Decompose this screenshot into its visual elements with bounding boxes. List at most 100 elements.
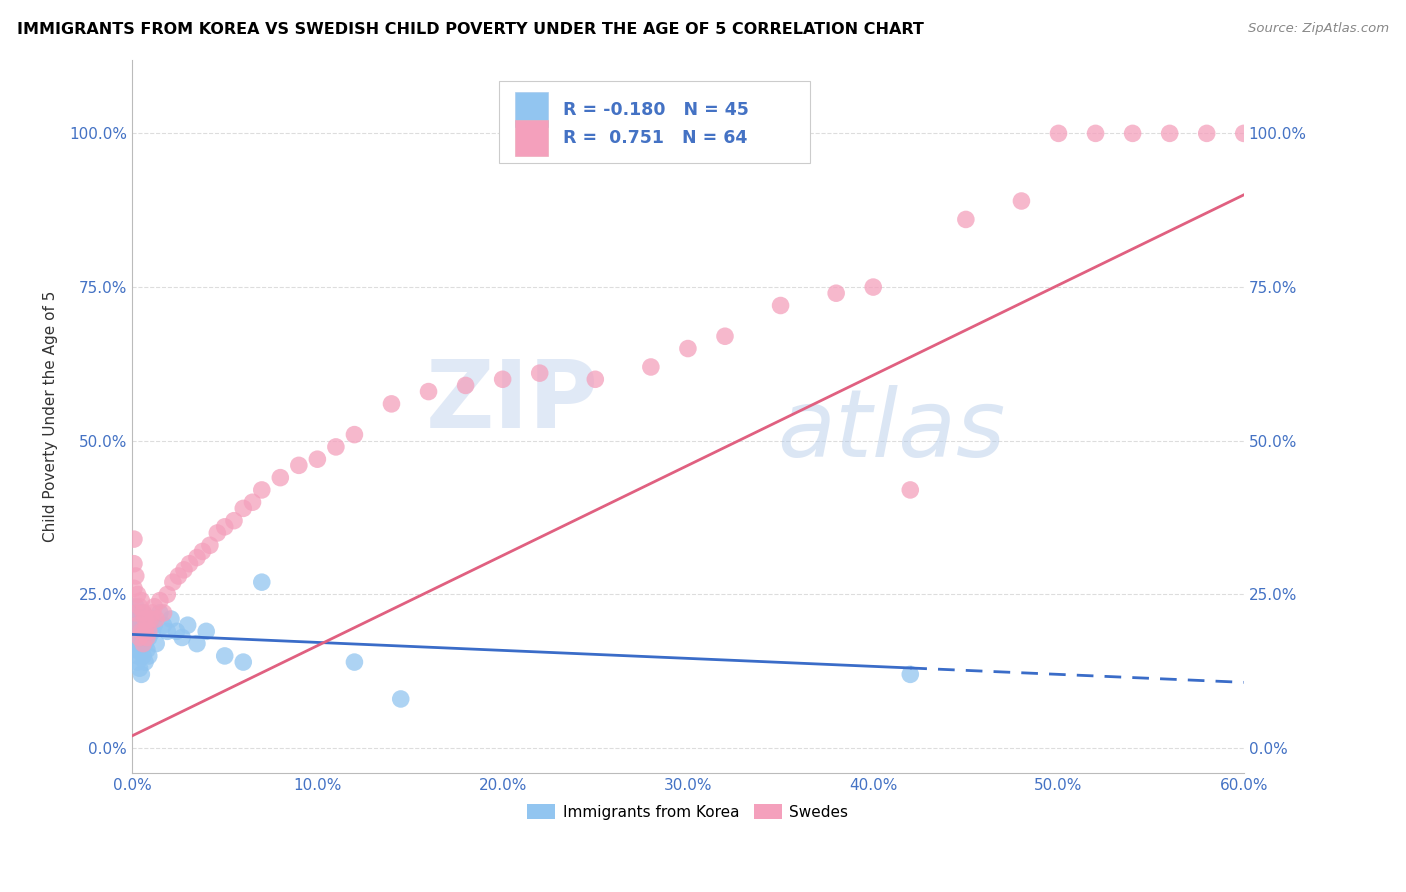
Point (138, 648, 160, 663)
Point (250, 575, 273, 590)
Text: IMMIGRANTS FROM KOREA VS SWEDISH CHILD POVERTY UNDER THE AGE OF 5 CORRELATION CH: IMMIGRANTS FROM KOREA VS SWEDISH CHILD P… (17, 22, 924, 37)
Point (418, 384, 440, 399)
Point (1010, 194, 1032, 208)
Point (143, 599, 166, 614)
Point (128, 642, 150, 657)
Point (380, 397, 402, 411)
Point (172, 631, 194, 645)
Point (128, 624, 150, 639)
Point (122, 606, 145, 620)
Point (676, 342, 699, 356)
Point (131, 593, 153, 607)
Point (125, 612, 148, 626)
Point (138, 624, 160, 639)
Point (145, 612, 167, 626)
Point (132, 631, 155, 645)
Point (162, 575, 184, 590)
Text: atlas: atlas (778, 385, 1005, 476)
Point (167, 569, 190, 583)
Point (127, 587, 149, 601)
Point (160, 612, 183, 626)
Point (1233, 127, 1256, 141)
Point (207, 526, 229, 541)
Point (127, 618, 149, 632)
Point (325, 440, 347, 454)
Point (156, 587, 179, 601)
Point (134, 655, 156, 669)
Legend: Immigrants from Korea, Swedes: Immigrants from Korea, Swedes (522, 797, 855, 826)
Point (214, 648, 236, 663)
Point (132, 637, 155, 651)
Text: Source: ZipAtlas.com: Source: ZipAtlas.com (1249, 22, 1389, 36)
Point (145, 637, 167, 651)
Point (179, 557, 201, 571)
Point (389, 692, 412, 706)
Point (195, 624, 218, 639)
Point (152, 606, 174, 620)
Point (139, 612, 162, 626)
Point (131, 637, 153, 651)
Point (132, 606, 155, 620)
Point (122, 637, 145, 651)
Point (127, 631, 149, 645)
Point (125, 569, 148, 583)
Point (134, 624, 156, 639)
Point (149, 593, 172, 607)
Point (454, 378, 477, 392)
Point (898, 667, 921, 681)
Y-axis label: Child Poverty Under the Age of 5: Child Poverty Under the Age of 5 (44, 291, 58, 541)
Point (122, 618, 145, 632)
Point (191, 544, 214, 558)
Point (232, 655, 254, 669)
Point (135, 631, 157, 645)
Point (166, 624, 188, 639)
Point (186, 637, 208, 651)
Point (1195, 127, 1218, 141)
Point (955, 212, 977, 227)
Point (125, 624, 148, 639)
Point (149, 606, 172, 620)
Point (1122, 127, 1144, 141)
Point (139, 612, 162, 626)
Point (143, 618, 166, 632)
Point (141, 624, 163, 639)
Point (343, 655, 366, 669)
Point (134, 637, 156, 651)
Point (152, 618, 174, 632)
Point (127, 648, 149, 663)
Point (186, 550, 208, 565)
Point (214, 520, 236, 534)
Point (138, 631, 160, 645)
Point (125, 606, 148, 620)
Point (769, 298, 792, 312)
Text: R = -0.180   N = 45: R = -0.180 N = 45 (564, 101, 749, 119)
Point (135, 618, 157, 632)
Point (898, 483, 921, 497)
FancyBboxPatch shape (515, 92, 548, 128)
Point (173, 563, 195, 577)
Point (825, 286, 848, 301)
Point (156, 624, 179, 639)
Point (128, 661, 150, 675)
Point (127, 655, 149, 669)
Point (288, 458, 311, 473)
Text: R =  0.751   N = 64: R = 0.751 N = 64 (564, 129, 748, 147)
Point (343, 427, 366, 442)
FancyBboxPatch shape (515, 120, 548, 156)
Point (529, 366, 551, 380)
Point (135, 642, 157, 657)
Point (135, 624, 157, 639)
Point (131, 624, 153, 639)
Point (132, 648, 155, 663)
Point (307, 452, 329, 467)
Point (640, 359, 662, 374)
Text: ZIP: ZIP (426, 356, 599, 448)
Point (122, 532, 145, 546)
Point (862, 280, 884, 294)
Point (132, 606, 155, 620)
Point (583, 372, 606, 386)
Point (198, 538, 221, 552)
FancyBboxPatch shape (499, 81, 810, 163)
Point (242, 495, 264, 509)
Point (141, 606, 163, 620)
